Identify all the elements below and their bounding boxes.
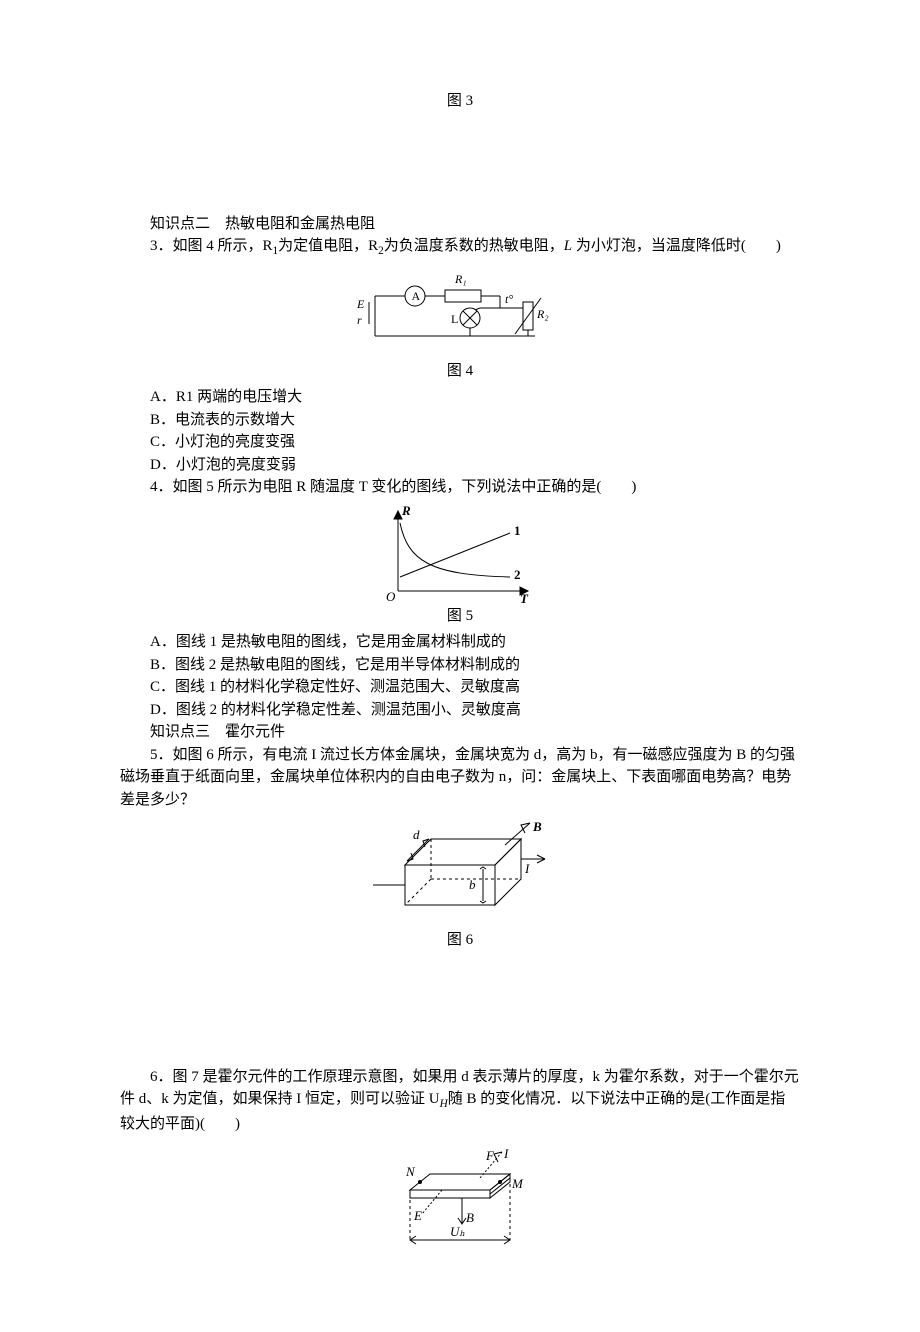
fig6-b: b <box>469 877 476 892</box>
q4-option-D: D．图线 2 的材料化学稳定性差、测温范围小、灵敏度高 <box>120 699 800 722</box>
q4-option-A: A．图线 1 是热敏电阻的图线，它是用金属材料制成的 <box>120 631 800 654</box>
fig4-A: A <box>412 289 421 303</box>
q3-option-C: C．小灯泡的亮度变强 <box>120 431 800 454</box>
fig7-hall: N M E F I B Uₕ <box>370 1142 550 1252</box>
q4-option-C: C．图线 1 的材料化学稳定性好、测温范围大、灵敏度高 <box>120 676 800 699</box>
q3-option-A: A．R1 两端的电压增大 <box>120 386 800 409</box>
q3-option-B: B．电流表的示数增大 <box>120 409 800 432</box>
fig4-L: L <box>451 312 458 326</box>
fig5-label2: 2 <box>514 567 521 582</box>
q4-option-B: B．图线 2 是热敏电阻的图线，它是用半导体材料制成的 <box>120 654 800 677</box>
fig4-R2: R₂ <box>536 307 549 321</box>
q4-options: A．图线 1 是热敏电阻的图线，它是用金属材料制成的 B．图线 2 是热敏电阻的… <box>120 631 800 721</box>
fig7-UH: Uₕ <box>450 1224 465 1239</box>
fig6-block: d b I B <box>365 817 555 927</box>
q3-text-post: 为小灯泡，当温度降低时( ) <box>572 238 781 254</box>
q3-italic-L: L <box>564 238 572 254</box>
q3-text-pre: 3．如图 4 所示，R <box>150 238 273 254</box>
fig3-caption: 图 3 <box>120 90 800 113</box>
fig6-caption: 图 6 <box>120 929 800 952</box>
q6-sub-H: H <box>440 1098 448 1110</box>
q3-option-D: D．小灯泡的亮度变弱 <box>120 454 800 477</box>
q6-text: 6．图 7 是霍尔元件的工作原理示意图，如果用 d 表示薄片的厚度，k 为霍尔系… <box>120 1066 800 1136</box>
fig4-E: E <box>356 297 365 311</box>
fig5-T: T <box>520 591 529 603</box>
section2-heading: 知识点二 热敏电阻和金属热电阻 <box>120 213 800 236</box>
q4-text: 4．如图 5 所示为电阻 R 随温度 T 变化的图线，下列说法中正确的是( ) <box>120 476 800 499</box>
q3-text: 3．如图 4 所示，R1为定值电阻，R2为负温度系数的热敏电阻，L 为小灯泡，当… <box>120 235 800 260</box>
fig6-d: d <box>413 827 420 842</box>
fig7-M: M <box>511 1176 524 1191</box>
fig7-E: E <box>413 1208 422 1223</box>
section3-heading: 知识点三 霍尔元件 <box>120 721 800 744</box>
q3-options: A．R1 两端的电压增大 B．电流表的示数增大 C．小灯泡的亮度变强 D．小灯泡… <box>120 386 800 476</box>
fig7-F: F <box>485 1148 495 1163</box>
fig6-I: I <box>524 861 530 876</box>
q5-text: 5．如图 6 所示，有电流 I 流过长方体金属块，金属块宽为 d，高为 b，有一… <box>120 744 800 812</box>
fig5-caption: 图 5 <box>120 605 800 628</box>
fig4-t: t° <box>505 292 513 306</box>
fig5-O: O <box>386 589 396 603</box>
fig5-graph: R T O 1 2 <box>380 503 540 603</box>
fig4-r: r <box>357 313 362 327</box>
fig7-I: I <box>503 1146 509 1161</box>
fig7-B: B <box>466 1210 474 1225</box>
fig4-caption: 图 4 <box>120 360 800 383</box>
fig6-B: B <box>532 819 542 834</box>
fig4-circuit: E r A R₁ L t° R₂ <box>355 268 565 358</box>
fig5-label1: 1 <box>514 523 521 538</box>
q3-text-mid2: 为负温度系数的热敏电阻， <box>384 238 564 254</box>
fig5-R: R <box>401 503 411 518</box>
fig7-N: N <box>405 1164 416 1179</box>
fig4-R1: R₁ <box>454 272 467 286</box>
q3-text-mid1: 为定值电阻，R <box>278 238 378 254</box>
